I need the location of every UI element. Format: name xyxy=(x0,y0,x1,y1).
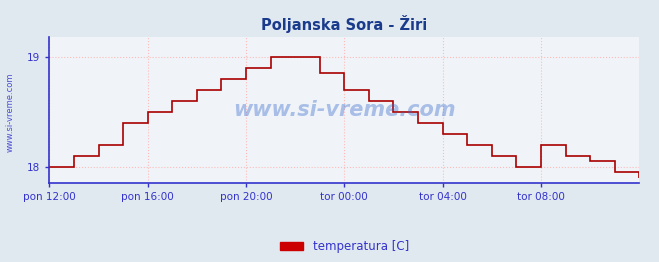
Legend: temperatura [C]: temperatura [C] xyxy=(275,236,414,258)
Title: Poljanska Sora - Žiri: Poljanska Sora - Žiri xyxy=(261,15,428,33)
Text: www.si-vreme.com: www.si-vreme.com xyxy=(233,100,455,120)
Text: www.si-vreme.com: www.si-vreme.com xyxy=(5,73,14,152)
